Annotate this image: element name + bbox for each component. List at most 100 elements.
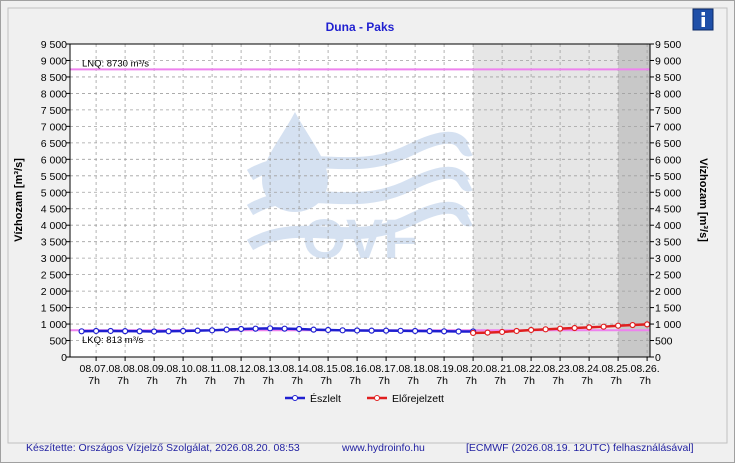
x-tick-hour: 7h xyxy=(175,375,187,387)
y2-tick-label: 6 500 xyxy=(655,138,681,150)
reference-label: LNQ: 8730 m³/s xyxy=(82,58,149,69)
x-tick-hour: 7h xyxy=(88,375,100,387)
y2-tick-label: 8 500 xyxy=(655,72,681,84)
data-point xyxy=(571,324,578,332)
data-point xyxy=(78,328,85,335)
data-point xyxy=(383,327,390,334)
x-tick-hour: 7h xyxy=(349,375,361,387)
data-point xyxy=(527,326,535,334)
data-point xyxy=(513,327,520,335)
data-point xyxy=(252,325,259,332)
data-point xyxy=(426,328,433,335)
data-point xyxy=(296,325,303,333)
y-tick-label: 4 000 xyxy=(41,220,67,232)
y2-axis-label: Vízhozam [m³/s] xyxy=(697,158,709,242)
y-tick-label: 2 500 xyxy=(41,270,67,282)
data-point xyxy=(310,326,317,333)
chart-title: Duna - Paks xyxy=(326,20,395,34)
data-point xyxy=(165,328,172,335)
x-tick-hour: 7h xyxy=(436,375,448,387)
x-tick-hour: 7h xyxy=(378,375,390,387)
y2-tick-label: 6 000 xyxy=(655,154,681,166)
data-point xyxy=(556,325,564,332)
plot-frame xyxy=(69,43,651,358)
y2-tick-label: 5 000 xyxy=(655,187,681,199)
data-point xyxy=(180,327,187,335)
x-tick-hour: 7h xyxy=(494,375,506,387)
data-point xyxy=(267,325,274,332)
x-tick-hour: 7h xyxy=(146,375,158,387)
x-tick-hour: 7h xyxy=(117,375,129,387)
reference-label: LKQ: 813 m³/s xyxy=(82,335,143,346)
y2-tick-label: 9 500 xyxy=(655,39,681,51)
x-tick-hour: 7h xyxy=(262,375,274,387)
data-point xyxy=(136,328,143,335)
x-tick-label: 08.22. xyxy=(514,363,543,375)
y-tick-label: 9 500 xyxy=(41,39,67,51)
y-tick-label: 9 000 xyxy=(41,55,67,67)
y2-tick-label: 4 000 xyxy=(655,220,681,232)
x-tick-hour: 7h xyxy=(465,375,477,387)
y-tick-label: 1 000 xyxy=(41,319,67,331)
y-tick-label: 7 000 xyxy=(41,121,67,133)
data-point xyxy=(92,327,100,335)
x-tick-label: 08.23. xyxy=(543,363,572,375)
legend-marker xyxy=(374,395,380,401)
watermark-wave xyxy=(246,131,474,181)
watermark-wave xyxy=(246,166,474,216)
y2-tick-label: 3 000 xyxy=(655,253,681,265)
x-tick-label: 08.20. xyxy=(456,363,485,375)
info-icon[interactable] xyxy=(692,8,714,31)
x-tick-hour: 7h xyxy=(204,375,216,387)
data-point xyxy=(209,327,216,334)
y-tick-label: 6 000 xyxy=(41,154,67,166)
y-tick-label: 0 xyxy=(61,352,67,364)
y-tick-label: 6 500 xyxy=(41,138,67,150)
x-tick-label: 08.11. xyxy=(196,363,224,375)
y-tick-label: 500 xyxy=(49,336,67,348)
data-point xyxy=(484,329,491,336)
data-point xyxy=(151,328,158,335)
x-tick-hour: 7h xyxy=(233,375,245,387)
footer-text[interactable]: www.hydroinfo.hu xyxy=(341,442,425,454)
x-tick-label: 08.26. xyxy=(630,363,659,375)
y-tick-label: 2 000 xyxy=(41,286,67,298)
x-tick-label: 08.17. xyxy=(369,363,398,375)
y2-tick-label: 1 500 xyxy=(655,303,681,315)
data-point xyxy=(499,328,506,336)
x-tick-label: 08.07. xyxy=(79,363,108,375)
watermark-wave xyxy=(246,201,474,251)
y2-tick-label: 2 000 xyxy=(655,286,681,298)
y-tick-label: 5 000 xyxy=(41,187,67,199)
legend-label: Észlelt xyxy=(310,392,341,405)
y2-tick-label: 8 000 xyxy=(655,88,681,100)
y2-tick-label: 9 000 xyxy=(655,55,681,67)
x-tick-hour: 7h xyxy=(610,375,622,387)
x-tick-label: 08.10. xyxy=(166,363,195,375)
data-point xyxy=(600,323,607,330)
series-line xyxy=(81,327,474,333)
data-point xyxy=(629,321,636,329)
data-point xyxy=(121,328,129,335)
data-point xyxy=(412,327,419,335)
x-tick-label: 08.24. xyxy=(572,363,601,375)
y2-tick-label: 7 500 xyxy=(655,105,681,117)
footer-text: [ECMWF (2026.08.19. 12UTC) felhasználásá… xyxy=(466,442,694,454)
y2-tick-label: 4 500 xyxy=(655,204,681,216)
legend-label: Előrejelzett xyxy=(392,393,444,405)
watermark-text: OVF xyxy=(302,207,417,270)
data-point xyxy=(614,322,622,329)
y2-tick-label: 0 xyxy=(655,352,661,364)
data-point xyxy=(368,327,375,334)
y2-tick-label: 5 500 xyxy=(655,171,681,183)
y-tick-label: 4 500 xyxy=(41,204,67,216)
data-point xyxy=(643,321,651,328)
data-point xyxy=(281,325,288,332)
x-tick-label: 08.08. xyxy=(108,363,137,375)
y2-tick-label: 2 500 xyxy=(655,270,681,282)
data-point xyxy=(397,327,404,334)
y2-tick-label: 500 xyxy=(655,336,673,348)
y-tick-label: 3 500 xyxy=(41,237,67,249)
y-axis-label: Vízhozam [m³/s] xyxy=(13,158,25,242)
